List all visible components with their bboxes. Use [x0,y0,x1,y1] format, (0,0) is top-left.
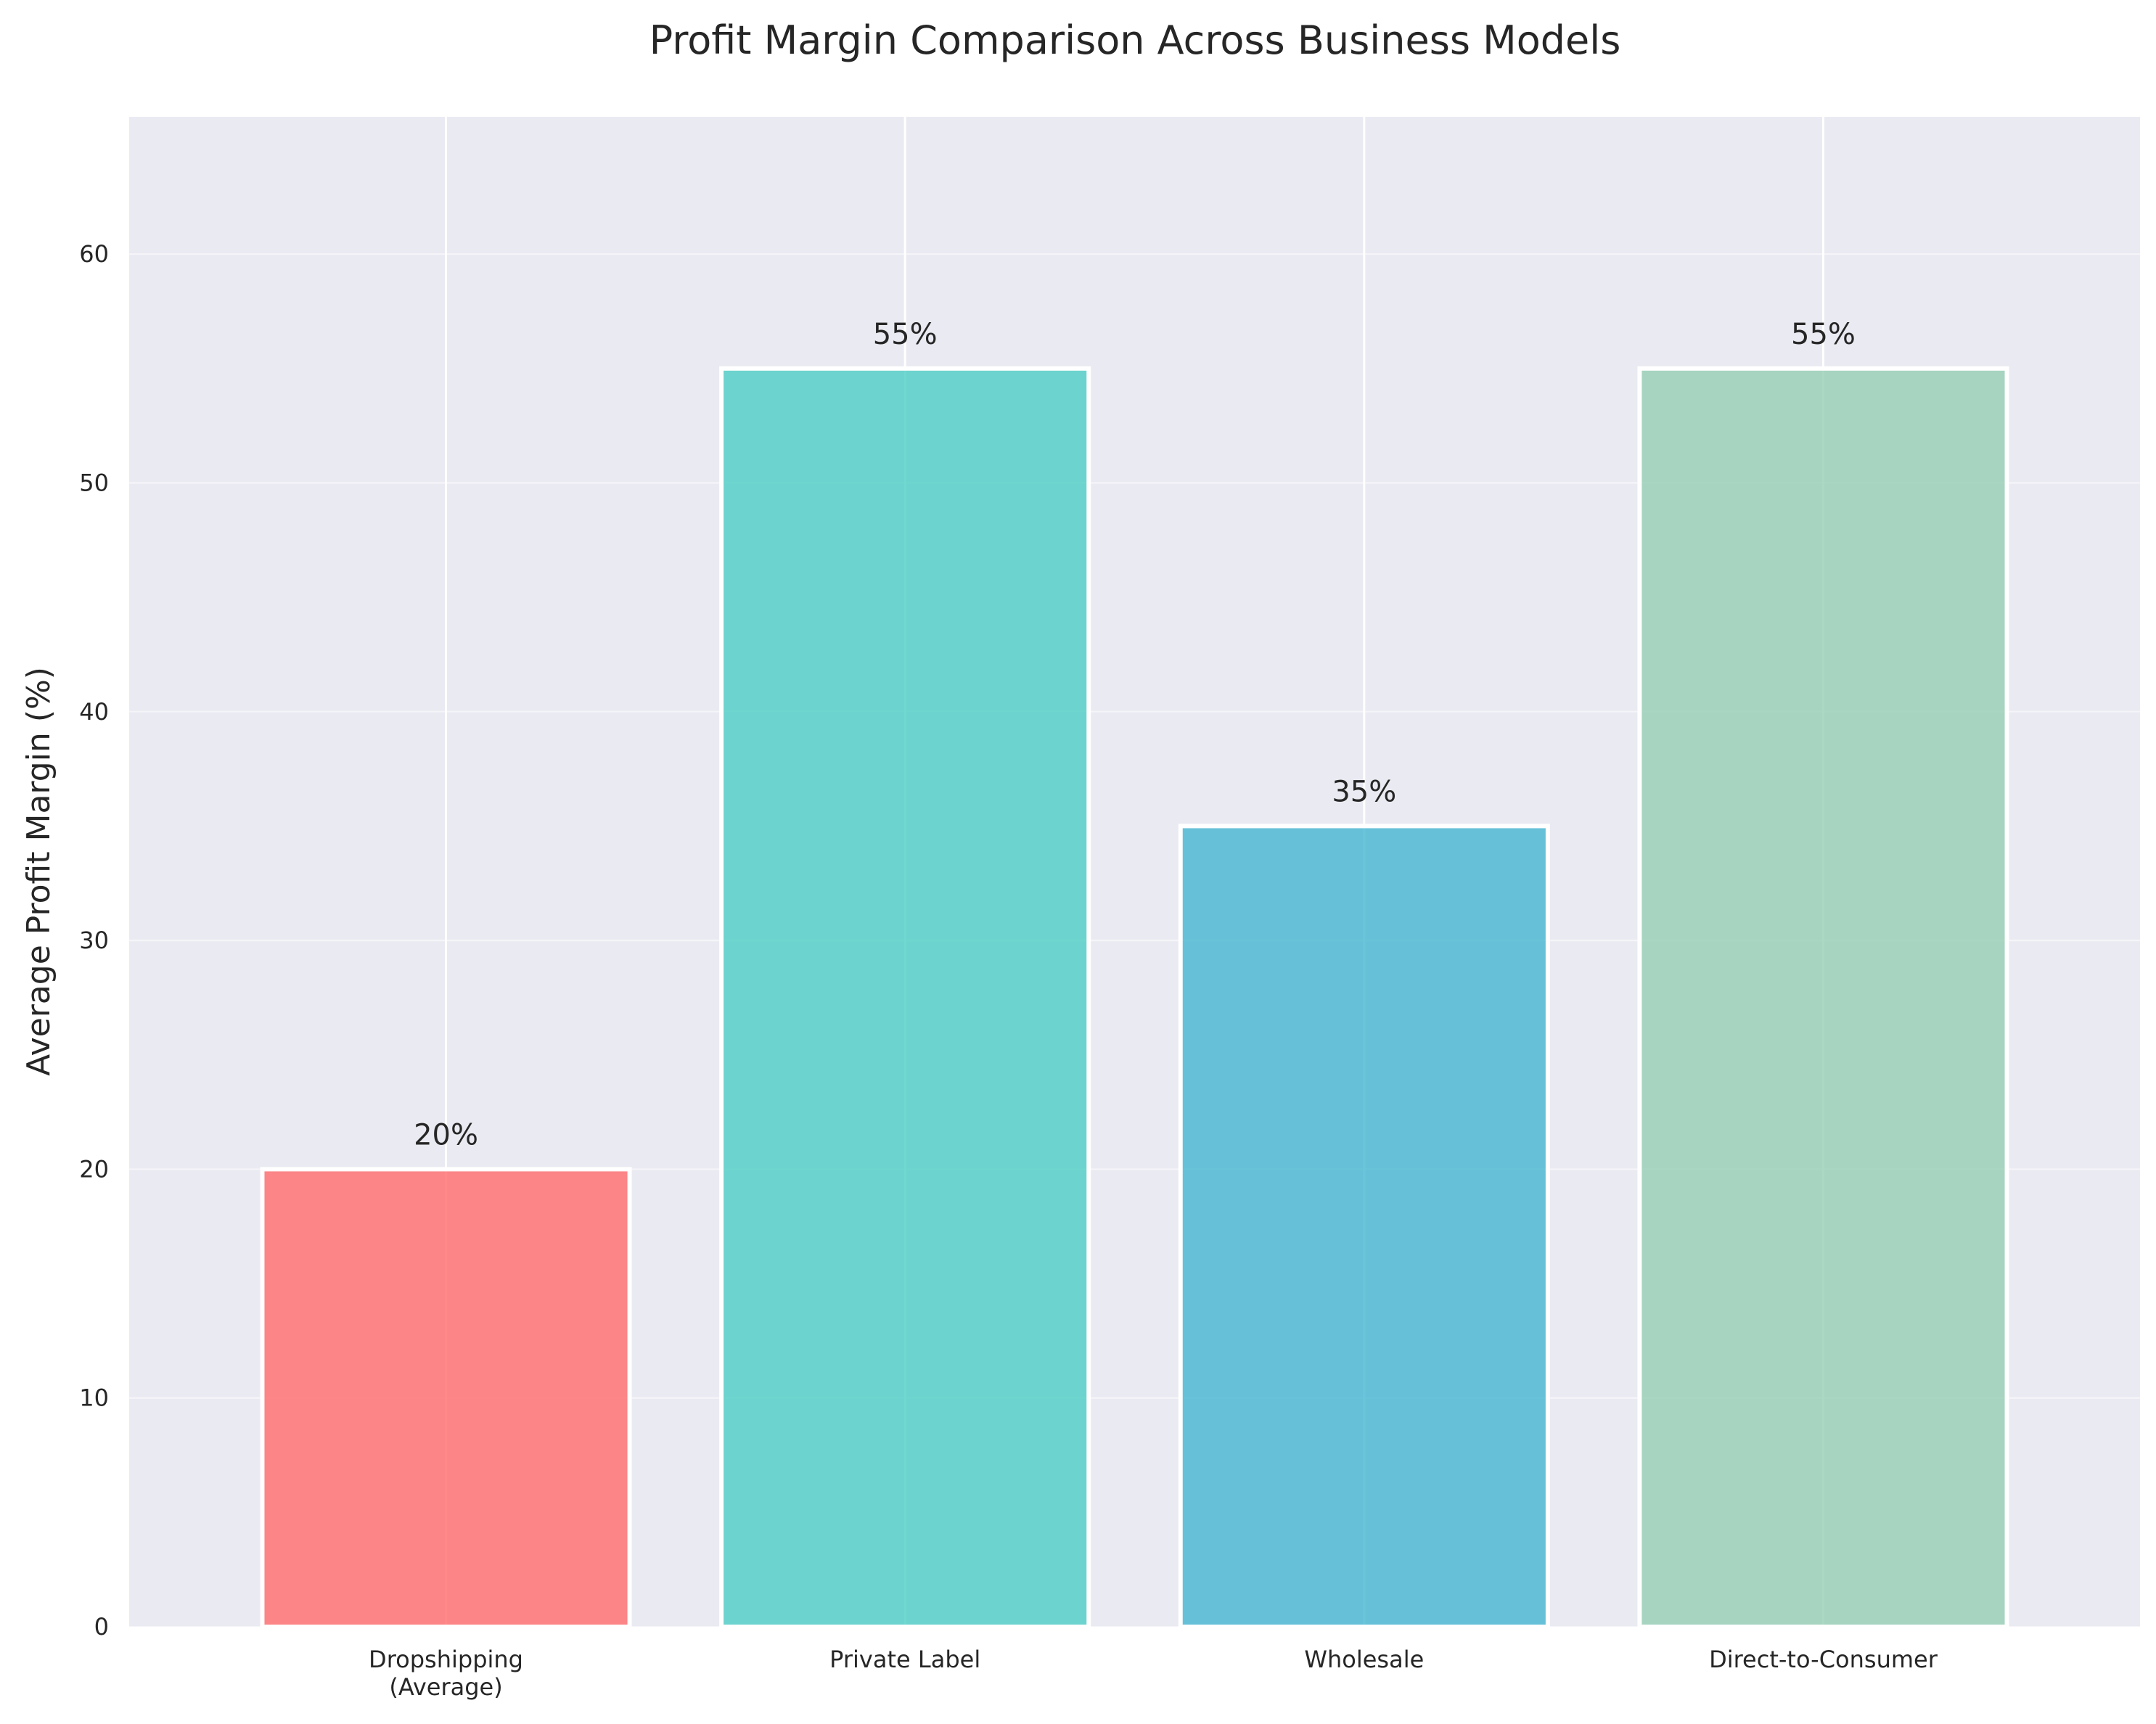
y-tick-label: 40 [79,698,109,726]
data-label-3: 55% [1791,318,1856,351]
x-tick-label-3: Direct-to-Consumer [1709,1646,1938,1673]
y-tick-label: 50 [79,469,109,496]
y-tick-label: 0 [94,1613,109,1641]
bar-1 [719,366,1091,1629]
y-tick-label: 20 [79,1155,109,1183]
data-labels-group: 20% 55% 35% 55% [414,318,1856,1152]
x-tick-label-1: Private Label [829,1646,980,1673]
bar-0 [260,1167,632,1629]
chart-title: Profit Margin Comparison Across Business… [649,17,1621,63]
data-label-0: 20% [414,1118,478,1152]
bar-2 [1178,824,1550,1629]
x-tick-label-0: Dropshipping (Average) [369,1646,523,1701]
x-axis-ticks: Dropshipping (Average) Private Label Wholes… [369,1646,1938,1701]
x-tick-label-2: Wholesale [1304,1646,1424,1673]
data-label-2: 35% [1332,775,1396,808]
y-axis-label: Average Profit Margin (%) [20,667,57,1076]
y-tick-label: 60 [79,240,109,268]
y-axis-ticks: 0 10 20 30 40 50 60 [79,240,109,1641]
bar-3 [1637,366,2009,1629]
y-tick-label: 10 [79,1384,109,1412]
y-tick-label: 30 [79,927,109,954]
bars-group [260,366,2009,1629]
data-label-1: 55% [873,318,938,351]
